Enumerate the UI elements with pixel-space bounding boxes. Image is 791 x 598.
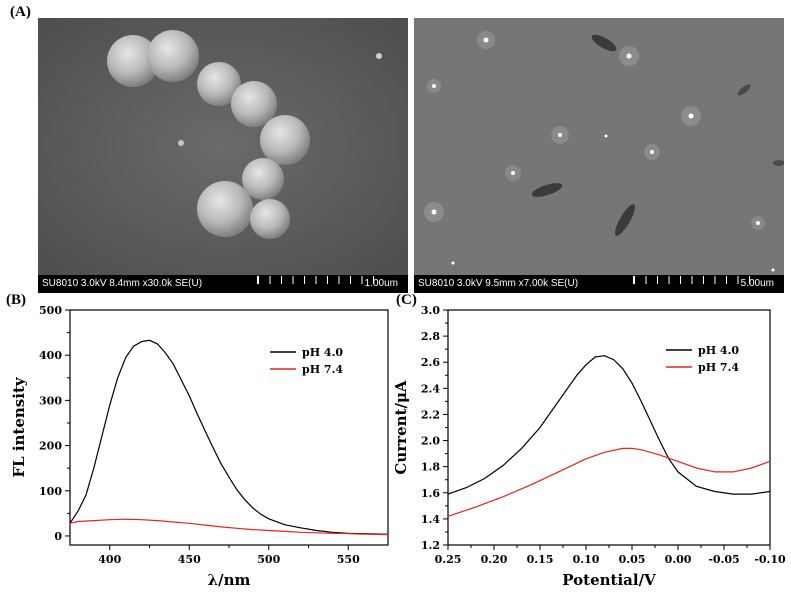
x-tick-label: 500 bbox=[257, 553, 280, 566]
y-axis-label: Current/μA bbox=[392, 380, 410, 474]
y-tick-label: 2.2 bbox=[421, 408, 440, 421]
panel-label-a: (A) bbox=[10, 4, 31, 20]
x-tick-label: 400 bbox=[98, 553, 121, 566]
sem-left-scale-label: 1.00um bbox=[364, 278, 398, 289]
legend-label: pH 7.4 bbox=[698, 361, 739, 374]
y-tick-label: 300 bbox=[39, 394, 62, 407]
y-tick-label: 2.8 bbox=[421, 330, 440, 343]
y-tick-label: 2.6 bbox=[421, 356, 440, 369]
legend-label: pH 4.0 bbox=[698, 344, 739, 357]
y-tick-label: 500 bbox=[39, 304, 62, 317]
y-tick-label: 1.8 bbox=[421, 461, 440, 474]
y-tick-label: 0 bbox=[54, 530, 62, 543]
sem-right-scale-label: 5.00um bbox=[740, 278, 774, 289]
panel-label-c: (C) bbox=[396, 292, 417, 308]
y-axis-label: FL intensity bbox=[10, 376, 28, 477]
y-tick-label: 3.0 bbox=[421, 304, 440, 317]
y-tick-label: 1.4 bbox=[421, 513, 440, 526]
voltammetry-chart: 0.25 0.20 0.15 0.10 0.05 0.00 -0.05 -0.10 1.2 1.4… bbox=[392, 304, 786, 589]
y-tick-label: 2.4 bbox=[421, 382, 440, 395]
sem-microspheres-picture bbox=[38, 18, 408, 275]
sem-left-info: SU8010 3.0kV 8.4mm x30.0k SE(U) bbox=[42, 278, 203, 289]
sem-left-scale-bar bbox=[257, 276, 374, 284]
series-line-ph74 bbox=[69, 518, 389, 536]
x-tick-label: 0.00 bbox=[665, 553, 692, 566]
x-tick-label: 0.15 bbox=[527, 553, 554, 566]
x-axis-label: λ/nm bbox=[208, 571, 251, 589]
x-tick-label: 0.05 bbox=[619, 553, 646, 566]
panel-label-b: (B) bbox=[6, 292, 26, 308]
sem-image-right: SU8010 3.0kV 9.5mm x7.00k SE(U) 5.00um bbox=[414, 18, 784, 293]
x-tick-label: -0.05 bbox=[708, 553, 739, 566]
y-tick-label: 1.6 bbox=[421, 487, 440, 500]
x-tick-label: 450 bbox=[178, 553, 201, 566]
y-tick-label: 2.0 bbox=[421, 435, 440, 448]
series-line-ph40 bbox=[447, 355, 771, 495]
fluorescence-chart: 400 450 500 550 0 100 200 300 400 500 λ/nm FL inten… bbox=[10, 304, 389, 589]
y-tick-label: 200 bbox=[39, 440, 62, 453]
y-tick-label: 400 bbox=[39, 349, 62, 362]
sem-image-left: SU8010 3.0kV 8.4mm x30.0k SE(U) 1.00um bbox=[38, 18, 408, 293]
legend-label: pH 4.0 bbox=[302, 346, 343, 359]
sem-right-info: SU8010 3.0kV 9.5mm x7.00k SE(U) bbox=[418, 278, 579, 289]
x-tick-label: 0.25 bbox=[435, 553, 462, 566]
series-line-ph40 bbox=[69, 339, 389, 535]
x-tick-label: 0.20 bbox=[481, 553, 508, 566]
y-tick-label: 1.2 bbox=[421, 539, 440, 552]
sem-surface-picture bbox=[414, 18, 784, 275]
sem-right-scale-bar bbox=[633, 276, 750, 284]
series-line-ph74 bbox=[447, 447, 771, 517]
legend-label: pH 7.4 bbox=[302, 363, 343, 376]
x-tick-label: 550 bbox=[337, 553, 360, 566]
x-axis-label: Potential/V bbox=[562, 571, 656, 589]
x-tick-label: -0.10 bbox=[754, 553, 786, 566]
y-tick-label: 100 bbox=[39, 485, 62, 498]
x-tick-label: 0.10 bbox=[573, 553, 600, 566]
